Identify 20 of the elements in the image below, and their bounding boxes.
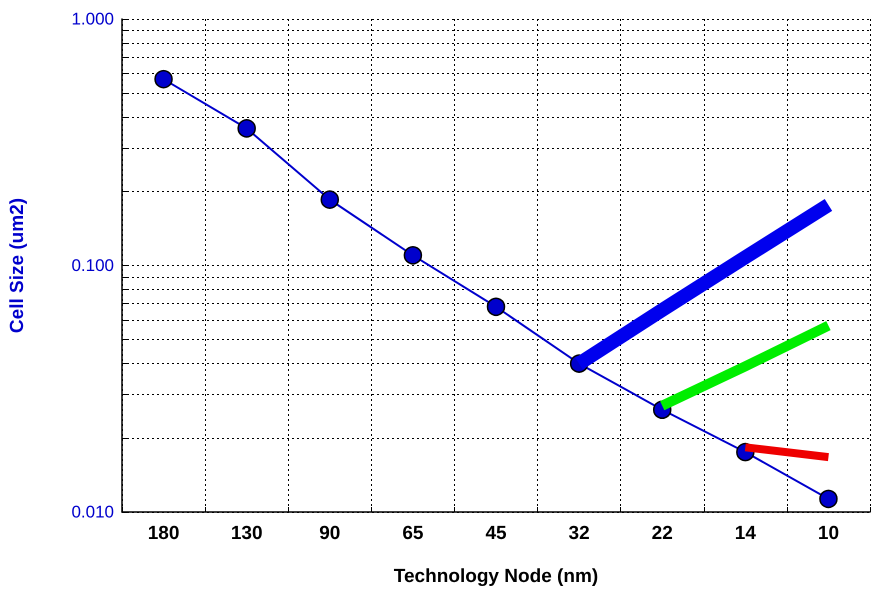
point	[404, 246, 422, 265]
x-axis-title: Technology Node (nm)	[394, 566, 598, 587]
y-tick-label: 0.010	[71, 502, 114, 522]
y-tick-label: 1.000	[71, 10, 114, 28]
point	[320, 190, 340, 209]
x-tick-label: 65	[402, 523, 424, 544]
x-tick-label: 180	[148, 523, 180, 544]
y-axis-title: Cell Size (um2)	[7, 198, 28, 334]
x-tick-label: 90	[319, 523, 340, 544]
x-tick-label: 130	[230, 523, 263, 544]
point	[819, 490, 838, 508]
point	[486, 298, 506, 316]
x-tick-label: 10	[818, 523, 840, 544]
x-tick-label: 45	[485, 523, 507, 544]
point	[237, 119, 256, 138]
x-tick-label: 22	[652, 523, 673, 544]
x-tick-label: 32	[568, 523, 590, 544]
point	[154, 70, 173, 88]
y-tick-label: 0.100	[71, 256, 114, 275]
x-tick-label: 14	[734, 523, 756, 544]
